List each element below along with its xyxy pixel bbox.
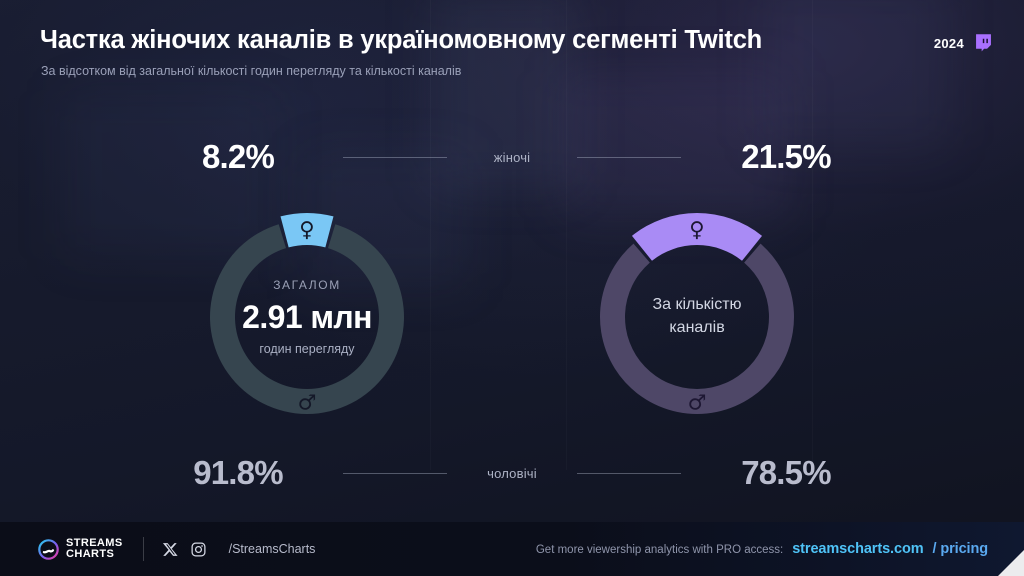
male-row-label: чоловічі: [487, 465, 537, 481]
connector-line: [343, 156, 447, 158]
footer-divider: [142, 537, 144, 561]
donut-chart-channels: ♀ ♂ За кількістю каналів: [574, 194, 820, 440]
streamscharts-logo-icon: [38, 538, 59, 560]
connector-line: [577, 472, 681, 474]
left-female-percent: 8.2%: [201, 138, 275, 175]
page-subtitle: За відсотком від загальної кількості год…: [41, 64, 462, 78]
male-row: 91.8% чоловічі 78.5%: [0, 450, 1024, 496]
pro-link-path[interactable]: / pricing: [932, 541, 989, 557]
right-male-arc: [600, 243, 794, 414]
right-female-percent: 21.5%: [741, 138, 831, 175]
pro-promo-text: Get more viewership analytics with PRO a…: [535, 544, 784, 556]
pro-promo: Get more viewership analytics with PRO a…: [536, 541, 988, 557]
left-male-percent: 91.8%: [193, 454, 283, 491]
mars-icon: ♂: [298, 391, 317, 415]
right-female-arc: [631, 213, 763, 261]
instagram-icon[interactable]: [190, 541, 207, 558]
right-male-percent: 78.5%: [741, 454, 831, 491]
left-male-arc: [209, 224, 404, 414]
social-links: /StreamsCharts: [162, 541, 316, 558]
social-handle[interactable]: /StreamsCharts: [228, 542, 316, 556]
left-female-arc: [280, 213, 334, 248]
background-shape: [760, 0, 950, 150]
donut-svg-right: ♀ ♂: [600, 213, 794, 415]
venus-icon: ♀: [299, 218, 314, 242]
year-badge: 2024: [934, 32, 994, 54]
mars-icon: ♂: [688, 391, 707, 415]
background-shape: [566, 0, 567, 470]
year-label: 2024: [933, 35, 964, 51]
female-row: 8.2% жіночі 21.5%: [0, 134, 1024, 180]
donut-svg-left: ♀ ♂: [209, 213, 404, 415]
page-title: Частка жіночих каналів в україномовному …: [40, 26, 763, 54]
streamscharts-logo[interactable]: STREAMS CHARTS: [38, 536, 123, 561]
connector-line: [343, 472, 447, 474]
donut-chart-viewership: ♀ ♂ ЗАГАЛОМ 2.91 млн годин перегляду: [184, 194, 430, 440]
female-row-label: жіночі: [493, 149, 531, 165]
x-icon[interactable]: [162, 541, 179, 558]
connector-line: [577, 156, 681, 158]
logo-text-line1: STREAMS: [66, 536, 123, 549]
pro-link-site[interactable]: streamscharts.com: [792, 541, 924, 557]
logo-text-line2: CHARTS: [66, 548, 115, 560]
twitch-icon: [976, 34, 991, 52]
footer-bar: STREAMS CHARTS /StreamsCharts Get more v…: [0, 522, 1024, 576]
venus-icon: ♀: [689, 218, 704, 242]
